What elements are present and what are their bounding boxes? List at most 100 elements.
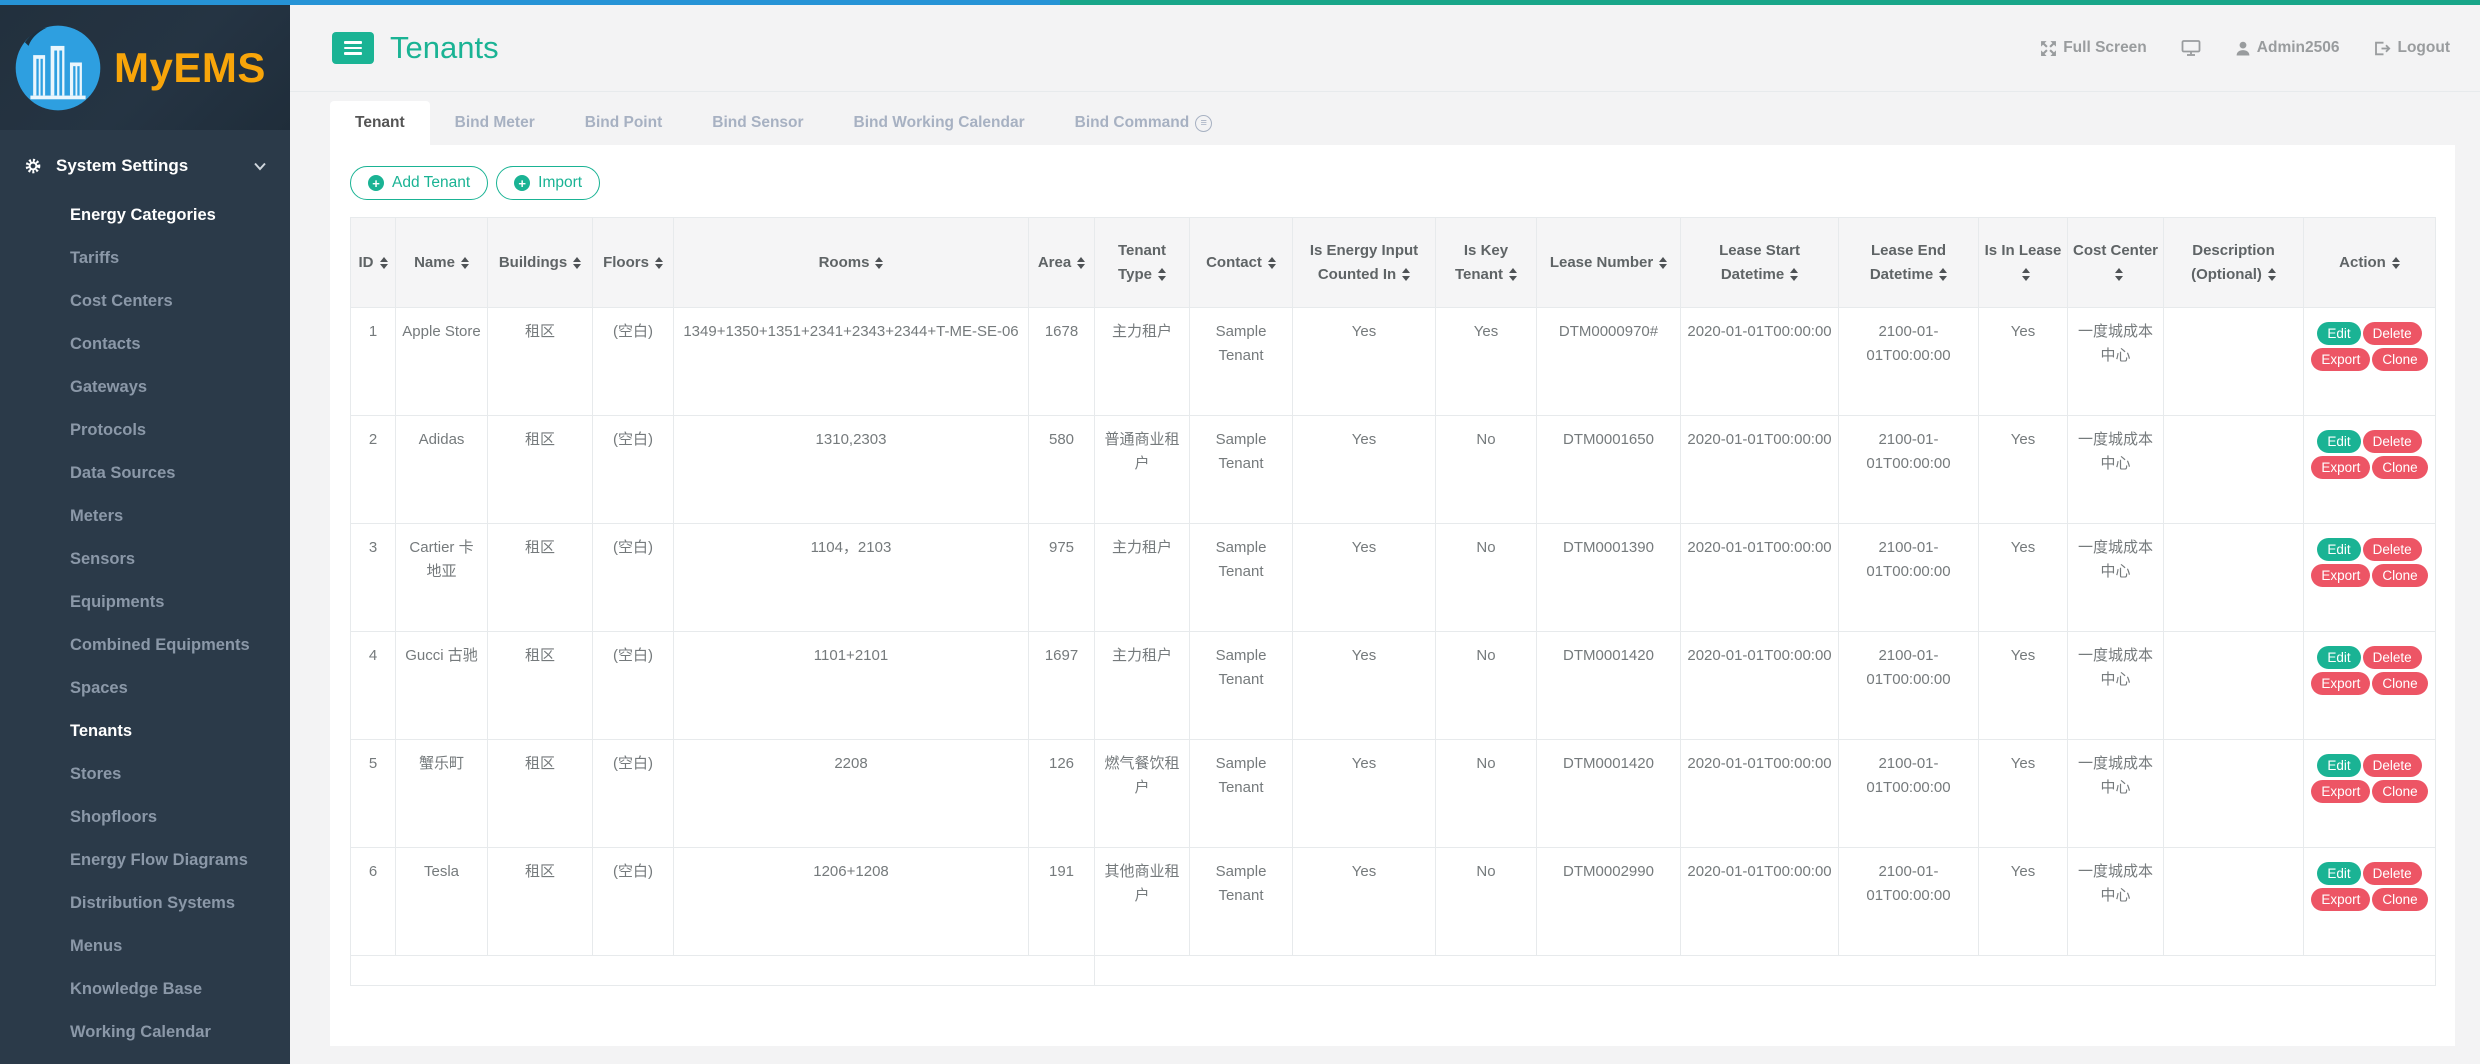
export-button[interactable]: Export [2311, 347, 2371, 371]
cell-is-in-lease: Yes [1978, 631, 2068, 740]
export-button[interactable]: Export [2311, 779, 2371, 803]
clone-button[interactable]: Clone [2372, 455, 2428, 479]
edit-button[interactable]: Edit [2317, 321, 2361, 345]
tab-bind-meter[interactable]: Bind Meter [430, 101, 560, 145]
column-header-area[interactable]: Area [1028, 217, 1095, 308]
sort-icon[interactable] [460, 256, 469, 270]
clone-button[interactable]: Clone [2372, 563, 2428, 587]
sidebar-item-tenants[interactable]: Tenants [70, 722, 133, 740]
add-tenant-button[interactable]: + Add Tenant [350, 166, 489, 200]
edit-button[interactable]: Edit [2317, 861, 2361, 885]
edit-button[interactable]: Edit [2317, 537, 2361, 561]
export-button[interactable]: Export [2311, 887, 2371, 911]
tab-label: Bind Working Calendar [853, 114, 1025, 131]
sidebar-item-energy-flow-diagrams[interactable]: Energy Flow Diagrams [70, 851, 248, 869]
brand-logo[interactable]: MyEMS [0, 5, 290, 130]
export-button[interactable]: Export [2311, 563, 2371, 587]
sidebar-item-meters[interactable]: Meters [70, 507, 124, 525]
tab-tenant[interactable]: Tenant [330, 101, 430, 145]
full-screen-button[interactable]: Full Screen [2040, 39, 2147, 57]
sidebar-item-stores[interactable]: Stores [70, 765, 122, 783]
tab-bind-command[interactable]: Bind Command ≡ [1050, 101, 1238, 145]
sidebar-item-energy-categories[interactable]: Energy Categories [70, 206, 216, 224]
sidebar-item-combined-equipments[interactable]: Combined Equipments [70, 636, 250, 654]
loading-progress-bar [0, 0, 1060, 5]
column-header-name[interactable]: Name [395, 217, 488, 308]
sidebar-item-tariffs[interactable]: Tariffs [70, 249, 120, 267]
sort-icon[interactable] [1402, 268, 1411, 281]
tab-bind-sensor[interactable]: Bind Sensor [687, 101, 828, 145]
column-header-buildings[interactable]: Buildings [487, 217, 593, 308]
clone-button[interactable]: Clone [2372, 671, 2428, 695]
column-header-tenant-type[interactable]: Tenant Type [1094, 217, 1190, 308]
cell-area: 191 [1028, 847, 1095, 956]
export-button[interactable]: Export [2311, 455, 2371, 479]
delete-button[interactable]: Delete [2362, 429, 2422, 453]
column-header-cost-center[interactable]: Cost Center [2067, 217, 2164, 308]
sidebar-item-cost-centers[interactable]: Cost Centers [70, 292, 173, 310]
edit-button[interactable]: Edit [2317, 753, 2361, 777]
cell-lease-start-datetime: 2020-01-01T00:00:00 [1680, 307, 1839, 416]
tab-bind-working-calendar[interactable]: Bind Working Calendar [829, 101, 1050, 145]
sidebar-toggle-button[interactable] [332, 32, 374, 64]
sort-icon[interactable] [379, 256, 388, 270]
sidebar-item-contacts[interactable]: Contacts [70, 335, 141, 353]
delete-button[interactable]: Delete [2362, 645, 2422, 669]
sort-icon[interactable] [1659, 256, 1668, 270]
edit-button[interactable]: Edit [2317, 429, 2361, 453]
sort-icon[interactable] [1157, 268, 1166, 281]
tab-bind-point[interactable]: Bind Point [560, 101, 688, 145]
column-header-lease-number[interactable]: Lease Number [1536, 217, 1681, 308]
sidebar-item-protocols[interactable]: Protocols [70, 421, 147, 439]
column-header-floors[interactable]: Floors [592, 217, 674, 308]
sidebar-item-menus[interactable]: Menus [70, 937, 123, 955]
delete-button[interactable]: Delete [2362, 861, 2422, 885]
sort-icon[interactable] [2267, 268, 2276, 281]
display-mode-button[interactable] [2181, 39, 2201, 57]
sort-icon[interactable] [2022, 268, 2030, 281]
column-header-description[interactable]: Description (Optional) [2163, 217, 2304, 308]
logout-button[interactable]: Logout [2373, 39, 2450, 57]
sort-icon[interactable] [1509, 268, 1518, 281]
sidebar-item-gateways[interactable]: Gateways [70, 378, 148, 396]
sort-icon[interactable] [1267, 256, 1276, 270]
export-button[interactable]: Export [2311, 671, 2371, 695]
sidebar-item-shopfloors[interactable]: Shopfloors [70, 808, 158, 826]
sort-icon[interactable] [2114, 268, 2123, 281]
column-header-id[interactable]: ID [350, 217, 396, 308]
sidebar-item-spaces[interactable]: Spaces [70, 679, 128, 697]
sidebar-item-equipments[interactable]: Equipments [70, 593, 165, 611]
sort-icon[interactable] [1939, 268, 1948, 281]
sort-icon[interactable] [1790, 268, 1799, 281]
column-header-is-energy-input-counted-in[interactable]: Is Energy Input Counted In [1292, 217, 1436, 308]
column-header-rooms[interactable]: Rooms [673, 217, 1029, 308]
sort-icon[interactable] [2391, 256, 2400, 270]
column-header-is-in-lease[interactable]: Is In Lease [1978, 217, 2068, 308]
sidebar-section-system-settings[interactable]: System Settings [0, 130, 290, 184]
clone-button[interactable]: Clone [2372, 887, 2428, 911]
clone-button[interactable]: Clone [2372, 779, 2428, 803]
import-button[interactable]: + Import [496, 166, 601, 200]
edit-button[interactable]: Edit [2317, 645, 2361, 669]
sidebar-item-working-calendar[interactable]: Working Calendar [70, 1023, 211, 1041]
delete-button[interactable]: Delete [2362, 753, 2422, 777]
column-header-is-key-tenant[interactable]: Is Key Tenant [1435, 217, 1537, 308]
clone-button[interactable]: Clone [2372, 347, 2428, 371]
sort-icon[interactable] [573, 256, 582, 270]
column-header-contact[interactable]: Contact [1189, 217, 1293, 308]
delete-button[interactable]: Delete [2362, 537, 2422, 561]
sort-icon[interactable] [1077, 256, 1086, 270]
column-header-lease-end-datetime[interactable]: Lease End Datetime [1838, 217, 1979, 308]
column-header-action[interactable]: Action [2303, 217, 2436, 308]
sidebar-item-knowledge-base[interactable]: Knowledge Base [70, 980, 203, 998]
sidebar-item-sensors[interactable]: Sensors [70, 550, 136, 568]
sort-icon[interactable] [654, 256, 663, 270]
column-header-lease-start-datetime[interactable]: Lease Start Datetime [1680, 217, 1839, 308]
user-menu[interactable]: Admin2506 [2235, 39, 2339, 57]
sidebar-item-distribution-systems[interactable]: Distribution Systems [70, 894, 236, 912]
cell-is-key-tenant: Yes [1435, 307, 1537, 416]
cell-lease-end-datetime: 2100-01-01T00:00:00 [1838, 415, 1979, 524]
sidebar-item-data-sources[interactable]: Data Sources [70, 464, 176, 482]
sort-icon[interactable] [875, 256, 884, 270]
delete-button[interactable]: Delete [2362, 321, 2422, 345]
